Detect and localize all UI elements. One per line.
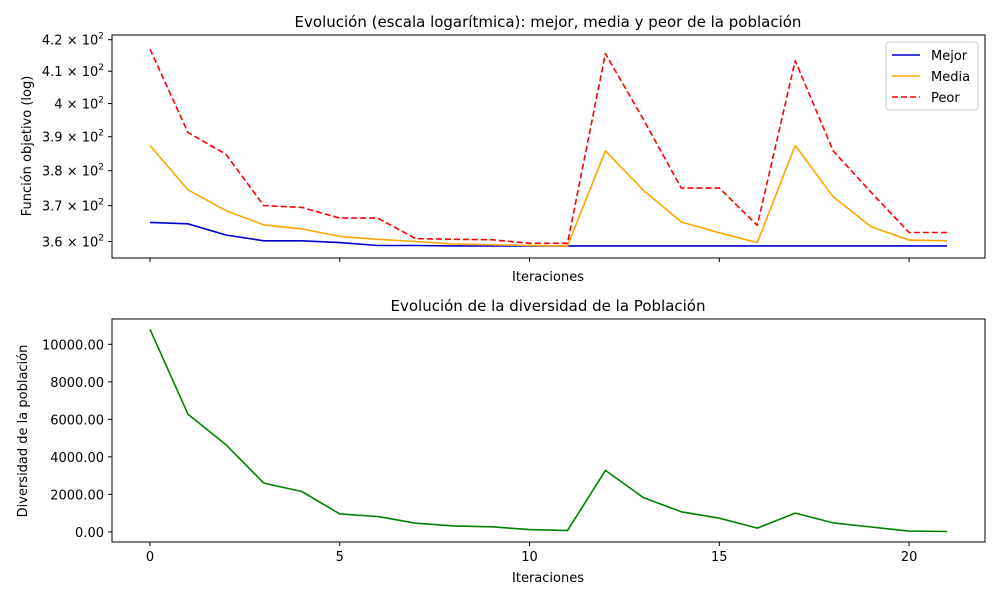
objective-chart-title: Evolución (escala logarítmica): mejor, m… xyxy=(295,13,802,31)
diversity-chart-plot-frame xyxy=(111,318,986,543)
diversity-y-tick-label: 10000.00 xyxy=(42,338,104,353)
objective-y-tick-label: 3.9 × 102 xyxy=(42,129,104,146)
series-line-media xyxy=(149,144,948,247)
objective-y-tick-label: 3.6 × 102 xyxy=(42,234,104,251)
diversity-y-tick-label: 6000.00 xyxy=(50,413,104,428)
diversity-chart-ticks: 0 5 10 15 20 0.00 2000.00 4000.00 6000.00 8000.00… xyxy=(42,338,917,565)
objective-chart-series xyxy=(149,48,948,247)
objective-chart: Evolución (escala logarítmica): mejor, m… xyxy=(20,13,986,285)
diversity-chart-y-axis-label: Diversidad de la población xyxy=(16,345,31,518)
diversity-x-tick-label: 5 xyxy=(336,550,344,565)
objective-chart-x-axis-label: Iteraciones xyxy=(512,270,584,285)
objective-chart-plot-frame xyxy=(111,34,986,259)
series-line-peor xyxy=(149,48,947,245)
diversity-chart-title: Evolución de la diversidad de la Poblaci… xyxy=(391,297,706,315)
diversity-x-tick-label: 0 xyxy=(146,550,154,565)
objective-chart-legend: Mejor Media Peor xyxy=(885,41,979,111)
diversity-x-tick-label: 15 xyxy=(711,550,728,565)
diversity-x-tick-label: 10 xyxy=(521,550,538,565)
diversity-chart: Evolución de la diversidad de la Poblaci… xyxy=(16,297,986,586)
objective-y-tick-label: 4.1 × 102 xyxy=(42,63,104,80)
objective-y-tick-label: 4.2 × 102 xyxy=(42,32,104,49)
objective-y-tick-label: 4 × 102 xyxy=(54,96,104,113)
objective-y-tick-label: 3.7 × 102 xyxy=(42,198,104,215)
diversity-chart-series xyxy=(149,328,948,533)
diversity-chart-x-axis-label: Iteraciones xyxy=(512,571,584,586)
diversity-y-tick-label: 2000.00 xyxy=(50,488,104,503)
series-line-diversity xyxy=(149,328,948,533)
objective-y-tick-label: 3.8 × 102 xyxy=(42,163,104,180)
objective-chart-ticks: 3.6 × 102 3.7 × 102 3.8 × 102 3.9 × 102 4 × … xyxy=(42,32,910,262)
legend-label-media: Media xyxy=(931,70,970,85)
legend-label-mejor: Mejor xyxy=(931,49,968,64)
diversity-x-tick-label: 20 xyxy=(901,550,918,565)
diversity-y-tick-label: 4000.00 xyxy=(50,451,104,466)
diversity-y-tick-label: 8000.00 xyxy=(50,376,104,391)
objective-chart-y-axis-label: Función objetivo (log) xyxy=(20,76,35,217)
diversity-y-tick-label: 0.00 xyxy=(75,526,104,541)
legend-label-peor: Peor xyxy=(931,91,960,106)
legend-box xyxy=(885,41,979,111)
